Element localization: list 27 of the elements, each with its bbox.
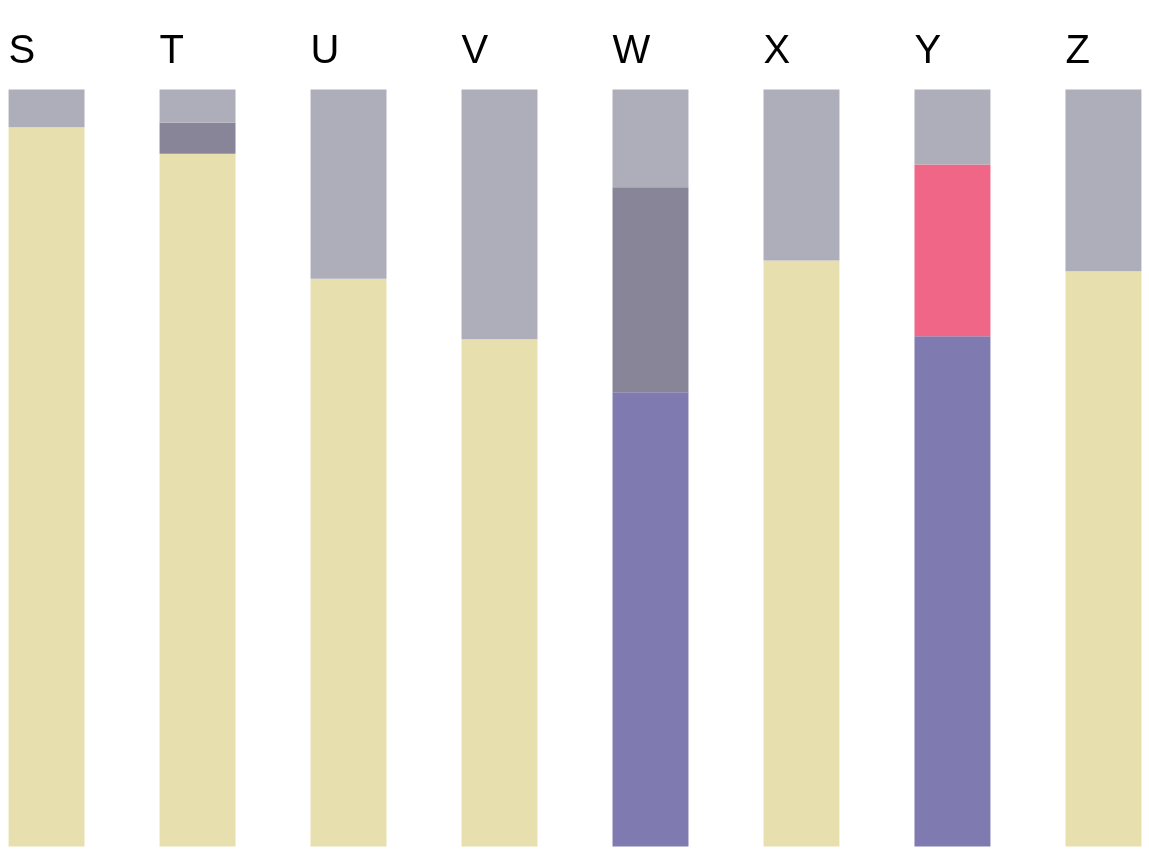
- bar: [914, 89, 991, 165]
- bar: [1065, 271, 1142, 847]
- x-tick-label: U: [310, 26, 340, 71]
- bar: [612, 392, 689, 847]
- bar: [763, 89, 840, 261]
- x-tick-label: V: [461, 26, 489, 71]
- bar: [612, 187, 689, 393]
- bar: [1065, 89, 1142, 272]
- bar: [461, 89, 538, 340]
- x-tick-label: Z: [1065, 26, 1090, 71]
- bar: [8, 89, 85, 128]
- bar: [914, 336, 991, 847]
- x-tick-label: W: [612, 26, 651, 71]
- bar: [763, 260, 840, 847]
- bar: [310, 278, 387, 847]
- x-tick-label: S: [8, 26, 36, 71]
- bar: [310, 89, 387, 279]
- bar: [461, 339, 538, 847]
- bar: [159, 89, 236, 123]
- bar: [914, 164, 991, 337]
- bar: [159, 122, 236, 154]
- bar: [159, 153, 236, 847]
- x-tick-label: T: [159, 26, 184, 71]
- bar: [612, 89, 689, 188]
- x-tick-label: X: [763, 26, 791, 71]
- x-tick-label: Y: [914, 26, 942, 71]
- bar: [8, 127, 85, 847]
